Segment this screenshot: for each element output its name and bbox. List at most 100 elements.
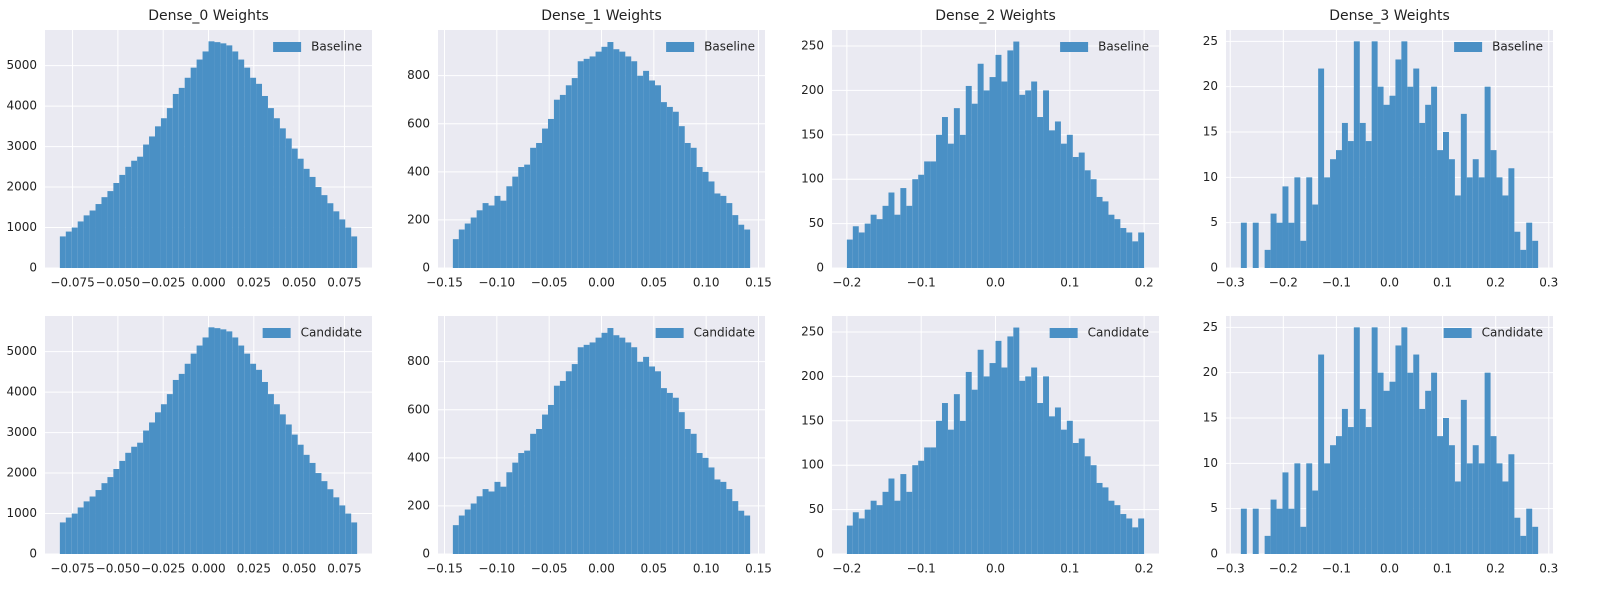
x-tick-label: 0.1: [1433, 276, 1452, 290]
bar: [297, 158, 304, 268]
y-tick-label: 0: [422, 261, 430, 275]
bar: [971, 103, 978, 268]
bar: [1019, 94, 1026, 268]
y-tick-label: 400: [407, 450, 430, 464]
bar: [101, 483, 108, 554]
bar: [95, 490, 102, 554]
bar: [339, 505, 346, 554]
bar: [524, 450, 531, 554]
y-tick-label: 5: [1210, 215, 1218, 229]
chart-title: Dense_3 Weights: [1329, 8, 1450, 24]
bar: [107, 477, 114, 554]
bar: [995, 340, 1002, 554]
x-tick-label: 0.10: [693, 276, 720, 290]
bar: [726, 489, 733, 554]
bar: [273, 118, 280, 268]
bar: [131, 160, 138, 268]
bar: [1508, 168, 1515, 268]
bar: [1031, 367, 1038, 554]
bar: [1502, 481, 1509, 554]
x-tick-label: 0.05: [640, 562, 667, 576]
y-tick-label: 200: [407, 212, 430, 226]
bar: [684, 428, 691, 554]
bar: [315, 187, 322, 268]
bar: [303, 168, 310, 268]
bar: [1341, 122, 1348, 268]
x-tick-label: −0.2: [1269, 562, 1298, 576]
bar: [547, 118, 554, 268]
bar: [1096, 196, 1103, 268]
bar: [536, 428, 543, 554]
bar: [983, 90, 990, 268]
bar: [941, 403, 948, 554]
bar: [696, 453, 703, 554]
y-tick-label: 1000: [6, 220, 37, 234]
x-tick-label: 0.05: [640, 276, 667, 290]
bar: [882, 491, 889, 554]
bar: [1294, 463, 1301, 554]
bar: [1448, 159, 1455, 268]
bar: [184, 363, 191, 554]
legend-swatch: [1060, 42, 1089, 52]
bar: [530, 433, 537, 554]
bar: [1460, 113, 1467, 268]
bar: [1377, 86, 1384, 269]
bar: [1425, 104, 1432, 268]
bar: [256, 369, 263, 554]
bar: [137, 156, 144, 268]
bar: [119, 460, 126, 554]
x-tick-label: −0.025: [141, 562, 185, 576]
bar: [1078, 438, 1085, 554]
x-tick-label: 0.050: [282, 276, 316, 290]
bar: [339, 219, 346, 268]
bar: [1526, 508, 1533, 554]
y-tick-label: 4000: [6, 385, 37, 399]
bar: [559, 380, 566, 554]
bar: [619, 51, 626, 268]
bar: [464, 509, 471, 554]
bar: [912, 465, 919, 554]
bar: [672, 397, 679, 554]
bar: [1425, 390, 1432, 554]
bar: [1276, 508, 1283, 554]
bar: [160, 404, 167, 554]
bar: [1413, 354, 1420, 554]
bar: [595, 51, 602, 268]
bar: [1096, 482, 1103, 554]
bar: [912, 179, 919, 268]
bar: [83, 501, 90, 554]
x-tick-label: −0.025: [141, 276, 185, 290]
bar: [238, 59, 245, 268]
bar: [1520, 535, 1527, 554]
bar: [190, 353, 197, 554]
bar: [989, 363, 996, 554]
bar: [333, 211, 340, 268]
bar: [852, 226, 859, 268]
bar: [637, 361, 644, 554]
bar: [696, 167, 703, 268]
bar: [720, 481, 727, 554]
bar: [143, 144, 150, 268]
bar: [565, 371, 572, 554]
bar: [250, 77, 257, 268]
bar: [351, 522, 358, 554]
bar: [1460, 399, 1467, 554]
bar: [256, 83, 263, 268]
x-tick-label: 0.2: [1486, 562, 1505, 576]
x-tick-label: 0.00: [588, 562, 615, 576]
bar: [577, 61, 584, 268]
bar: [1312, 204, 1319, 268]
bar: [232, 337, 239, 554]
bar: [936, 134, 942, 268]
bar: [655, 371, 661, 554]
bar: [1300, 240, 1307, 268]
bar: [1484, 372, 1491, 554]
bar: [1443, 418, 1449, 554]
bar: [1138, 232, 1145, 268]
bar: [643, 356, 650, 554]
bar: [1240, 222, 1247, 268]
bar: [1252, 508, 1259, 554]
bar: [637, 75, 644, 269]
x-tick-label: 0.15: [745, 276, 772, 290]
bar: [500, 486, 507, 554]
